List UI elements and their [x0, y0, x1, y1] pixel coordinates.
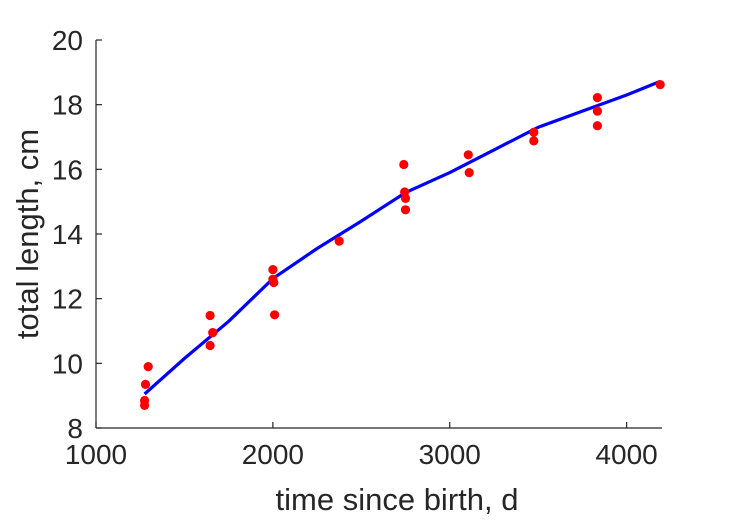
data-point — [529, 127, 539, 137]
data-point — [205, 340, 215, 351]
y-tick-label: 8 — [67, 413, 83, 444]
data-point — [208, 328, 218, 338]
data-point — [655, 80, 665, 90]
y-tick-label: 10 — [52, 348, 83, 379]
data-point — [592, 93, 603, 103]
data-point — [463, 150, 473, 160]
data-point — [399, 159, 409, 170]
data-point — [334, 236, 344, 246]
x-tick-label: 4000 — [595, 439, 657, 470]
x-tick-label: 2000 — [242, 439, 304, 470]
x-axis-label: time since birth, d — [276, 482, 519, 517]
data-point — [400, 193, 411, 203]
data-point — [140, 379, 151, 389]
data-point — [529, 136, 539, 146]
data-point — [140, 395, 150, 406]
y-tick-label: 14 — [52, 219, 83, 250]
y-tick-label: 20 — [52, 25, 83, 56]
data-point — [592, 121, 603, 131]
y-tick-label: 16 — [52, 154, 83, 185]
y-tick-label: 18 — [52, 90, 83, 121]
data-point — [143, 362, 153, 372]
axes: 1000 2000 3000 4000 8 10 12 14 16 18 20 — [52, 25, 662, 470]
y-tick-label: 12 — [52, 284, 83, 315]
plot-area — [140, 79, 665, 410]
data-point — [464, 168, 474, 178]
data-point — [400, 205, 411, 215]
x-tick-label: 1000 — [65, 439, 127, 470]
data-point — [592, 106, 603, 116]
data-point — [205, 310, 215, 321]
fit-curve — [143, 79, 661, 396]
data-point — [268, 265, 278, 275]
data-point — [270, 310, 280, 320]
y-axis-label: total length, cm — [10, 129, 45, 339]
x-tick-label: 3000 — [419, 439, 481, 470]
data-point — [269, 277, 279, 288]
